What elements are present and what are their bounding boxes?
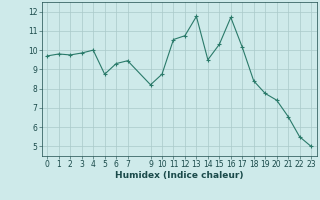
X-axis label: Humidex (Indice chaleur): Humidex (Indice chaleur) [115,171,244,180]
